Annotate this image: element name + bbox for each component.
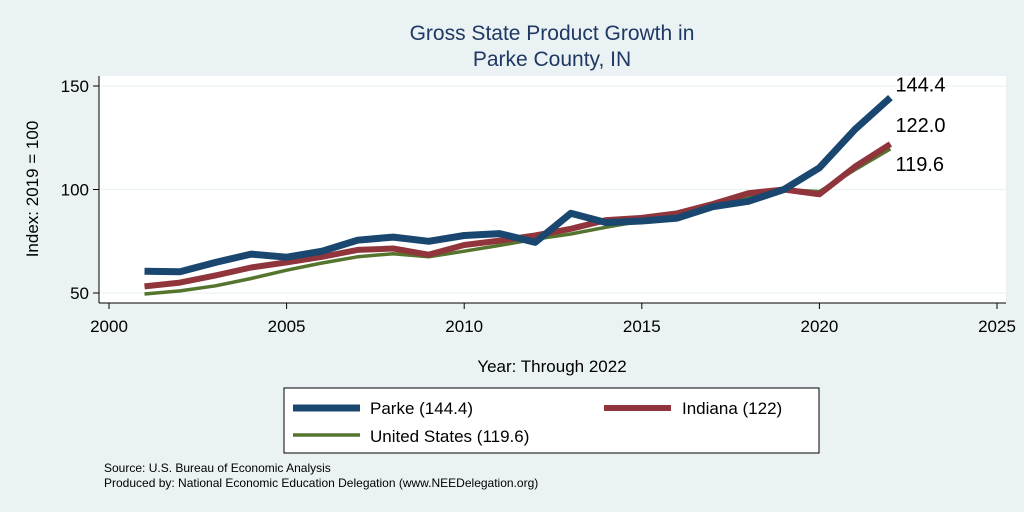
y-tick-label-150: 150 [61,77,89,96]
x-tick-label-2010: 2010 [445,317,483,336]
y-axis-title: Index: 2019 = 100 [23,121,42,258]
end-label-indiana: 122.0 [895,115,945,137]
legend-label-united-states: United States (119.6) [370,427,529,446]
legend-box [283,387,820,454]
legend-label-indiana: Indiana (122) [682,399,782,418]
end-label-united-states: 119.6 [895,154,944,176]
source-note: Source: U.S. Bureau of Economic Analysis [104,461,331,475]
series-line-parke [144,94,893,276]
chart-title-line-1: Gross State Product Growth in [410,22,695,45]
legend: Parke (144.4) Indiana (122) United States … [293,399,782,446]
x-tick-label-2005: 2005 [268,317,306,336]
x-tick-label-2000: 2000 [90,317,128,336]
x-axis-title: Year: Through 2022 [477,357,626,376]
axes: 50 100 150 2000 2005 2010 2015 2020 2025 [61,76,1016,336]
y-tick-label-100: 100 [61,181,89,200]
x-tick-label-2015: 2015 [623,317,661,336]
x-tick-label-2020: 2020 [800,317,838,336]
y-tick-label-50: 50 [70,284,89,303]
gridlines [99,85,1006,294]
chart-title-line-2: Parke County, IN [473,48,631,71]
legend-label-parke: Parke (144.4) [370,399,473,418]
series-lines [144,94,893,296]
end-label-parke: 144.4 [895,75,945,97]
produced-by-note: Produced by: National Economic Education… [104,476,538,490]
x-tick-label-2025: 2025 [978,317,1016,336]
end-labels: 144.4 122.0 119.6 [895,75,945,176]
